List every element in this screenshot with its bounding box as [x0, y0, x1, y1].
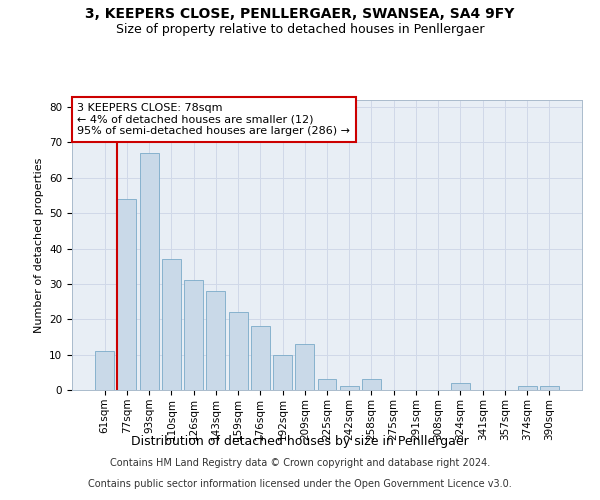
- Bar: [451, 383, 470, 390]
- Y-axis label: Number of detached properties: Number of detached properties: [34, 158, 44, 332]
- Bar: [518, 386, 536, 390]
- Text: Contains public sector information licensed under the Open Government Licence v3: Contains public sector information licen…: [88, 479, 512, 489]
- Bar: [229, 312, 248, 390]
- Bar: [162, 259, 181, 390]
- Bar: [251, 326, 270, 390]
- Text: Size of property relative to detached houses in Penllergaer: Size of property relative to detached ho…: [116, 22, 484, 36]
- Text: Contains HM Land Registry data © Crown copyright and database right 2024.: Contains HM Land Registry data © Crown c…: [110, 458, 490, 468]
- Bar: [317, 380, 337, 390]
- Text: Distribution of detached houses by size in Penllergaer: Distribution of detached houses by size …: [131, 435, 469, 448]
- Bar: [95, 351, 114, 390]
- Bar: [184, 280, 203, 390]
- Bar: [273, 354, 292, 390]
- Text: 3 KEEPERS CLOSE: 78sqm
← 4% of detached houses are smaller (12)
95% of semi-deta: 3 KEEPERS CLOSE: 78sqm ← 4% of detached …: [77, 103, 350, 136]
- Bar: [295, 344, 314, 390]
- Bar: [206, 291, 225, 390]
- Bar: [540, 386, 559, 390]
- Bar: [118, 199, 136, 390]
- Text: 3, KEEPERS CLOSE, PENLLERGAER, SWANSEA, SA4 9FY: 3, KEEPERS CLOSE, PENLLERGAER, SWANSEA, …: [85, 8, 515, 22]
- Bar: [140, 153, 158, 390]
- Bar: [362, 380, 381, 390]
- Bar: [340, 386, 359, 390]
